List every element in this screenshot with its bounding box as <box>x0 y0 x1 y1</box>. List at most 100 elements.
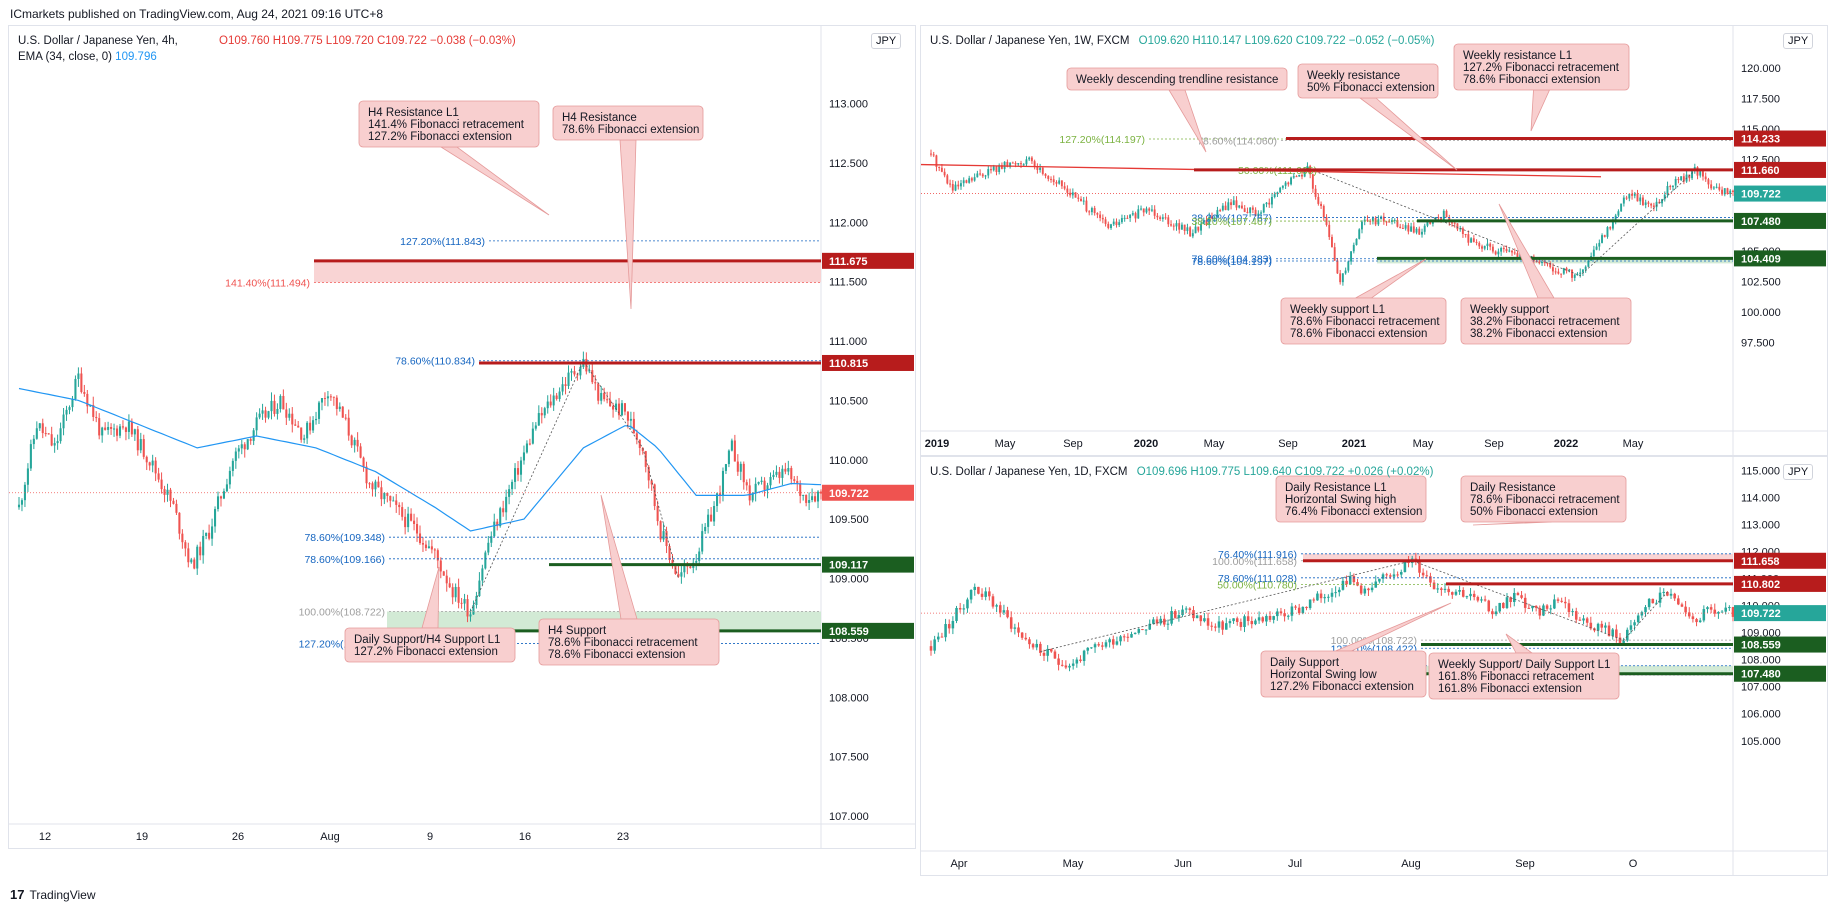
candle-body <box>487 542 490 553</box>
fib-label-2: 78.60%(110.834) <box>395 356 475 368</box>
candle-body <box>1028 157 1031 160</box>
candle-body <box>1445 210 1448 218</box>
callout-text-0-0: Daily Resistance L1 <box>1285 482 1387 494</box>
candle-body <box>1436 588 1439 590</box>
candle-body <box>1669 593 1673 596</box>
candle-body <box>1461 228 1464 235</box>
candle-body <box>1456 223 1459 230</box>
candle-body <box>1732 190 1734 192</box>
candle-body <box>1205 220 1208 226</box>
callout-box-3 <box>1428 652 1620 700</box>
candle-body <box>965 180 968 183</box>
candle-body <box>1363 588 1367 594</box>
candle-body <box>1404 225 1407 229</box>
callout-box-3 <box>1280 297 1447 345</box>
candle-body <box>1531 605 1534 609</box>
y-tick-label-10: 105.000 <box>1741 736 1781 748</box>
candle-body <box>1202 220 1205 224</box>
weekly-currency-button[interactable]: JPY <box>1783 33 1814 49</box>
candle-body <box>1377 219 1380 225</box>
candle-body <box>35 428 38 439</box>
candle-body <box>1297 607 1301 614</box>
candle-body <box>1292 176 1295 178</box>
callout-text-1-0: Weekly resistance <box>1307 70 1400 82</box>
candle-body <box>1017 163 1020 165</box>
candle-body <box>1662 591 1666 593</box>
candle-body <box>1020 632 1024 638</box>
candle-body <box>1549 263 1552 268</box>
candle-body <box>1451 222 1453 224</box>
daily-currency-button[interactable]: JPY <box>1783 464 1814 480</box>
candle-body <box>1254 209 1257 216</box>
footer: 17 TradingView <box>10 887 96 902</box>
candle-body <box>1066 188 1069 193</box>
callout-box-1 <box>552 105 704 141</box>
candle-body <box>609 400 612 407</box>
candle-body <box>935 155 938 167</box>
candle-body <box>1423 225 1426 232</box>
candle-body <box>466 599 469 617</box>
y-tick-label-4: 111.000 <box>829 336 867 348</box>
candle-body <box>1557 271 1560 274</box>
fib-zigzag-line <box>1040 560 1668 652</box>
candle-body <box>1322 205 1325 218</box>
candle-body <box>981 174 984 177</box>
callout-box-0 <box>1066 67 1288 91</box>
daily-symbol: U.S. Dollar / Japanese Yen, 1D, FXCM <box>930 466 1128 478</box>
candle-body <box>1214 626 1217 628</box>
x-tick-label-7: May <box>1413 438 1434 450</box>
candle-body <box>1041 167 1044 174</box>
candle-body <box>1178 223 1181 230</box>
candle-body <box>1308 599 1312 609</box>
candle-body <box>29 444 32 469</box>
candle-body <box>341 406 344 418</box>
candle-body <box>1489 243 1492 247</box>
candle-body <box>546 401 549 409</box>
candle-body <box>1695 619 1698 623</box>
candle-body <box>1481 246 1483 249</box>
candle-body <box>802 494 805 496</box>
candle-body <box>1281 185 1284 188</box>
candle-body <box>1497 251 1500 255</box>
callout-box-4 <box>1460 297 1632 345</box>
level-price-tag-0 <box>1734 130 1826 147</box>
candle-body <box>1710 184 1713 189</box>
candle-body <box>20 500 24 505</box>
callout-text-0-1: Horizontal Swing high <box>1285 494 1396 506</box>
candle-body <box>1505 249 1508 252</box>
callout-text-1-1: 50% Fibonacci extension <box>1307 82 1435 94</box>
candle-body <box>1060 180 1063 187</box>
callout-pointer-3 <box>1355 258 1427 299</box>
candle-body <box>1358 229 1361 239</box>
candle-body <box>1339 273 1342 283</box>
candle-body <box>1658 592 1662 603</box>
candle-body <box>594 382 597 384</box>
candle-body <box>1122 636 1126 638</box>
candle-body <box>1075 659 1079 664</box>
daily-chart-pane[interactable]: 115.000114.000113.000112.000111.000110.0… <box>920 456 1828 876</box>
candle-body <box>1568 269 1571 271</box>
callout-text-1-0: Daily Resistance <box>1470 482 1556 494</box>
candle-body <box>1578 619 1582 621</box>
weekly-chart-pane[interactable]: 120.000117.500115.000112.500110.000107.5… <box>920 25 1828 456</box>
x-tick-label-8: Sep <box>1484 438 1504 450</box>
h4-currency-button[interactable]: JPY <box>871 33 902 49</box>
candle-body <box>1210 216 1213 219</box>
candle-body <box>208 532 211 539</box>
candle-body <box>1702 609 1706 621</box>
callout-text-3-0: H4 Support <box>548 625 607 637</box>
candle-body <box>766 485 769 490</box>
h4-chart-pane[interactable]: 113.000 112.500 112.000 111.500 111.000 110.5… <box>8 25 916 849</box>
candle-body <box>98 418 101 436</box>
candle-body <box>1276 192 1279 195</box>
daily-ohlc: O109.696 H109.775 L109.640 C109.722 +0.0… <box>1136 466 1434 478</box>
candle-body <box>1177 615 1181 618</box>
y-tick-label-2: 113.000 <box>1741 519 1780 531</box>
candle-body <box>1483 246 1486 249</box>
candle-body <box>401 507 404 517</box>
candle-body <box>1039 643 1042 653</box>
candle-body <box>1541 261 1543 264</box>
candle-body <box>439 560 442 572</box>
x-tick-label-6: 23 <box>617 831 629 843</box>
candle-body <box>659 521 662 540</box>
